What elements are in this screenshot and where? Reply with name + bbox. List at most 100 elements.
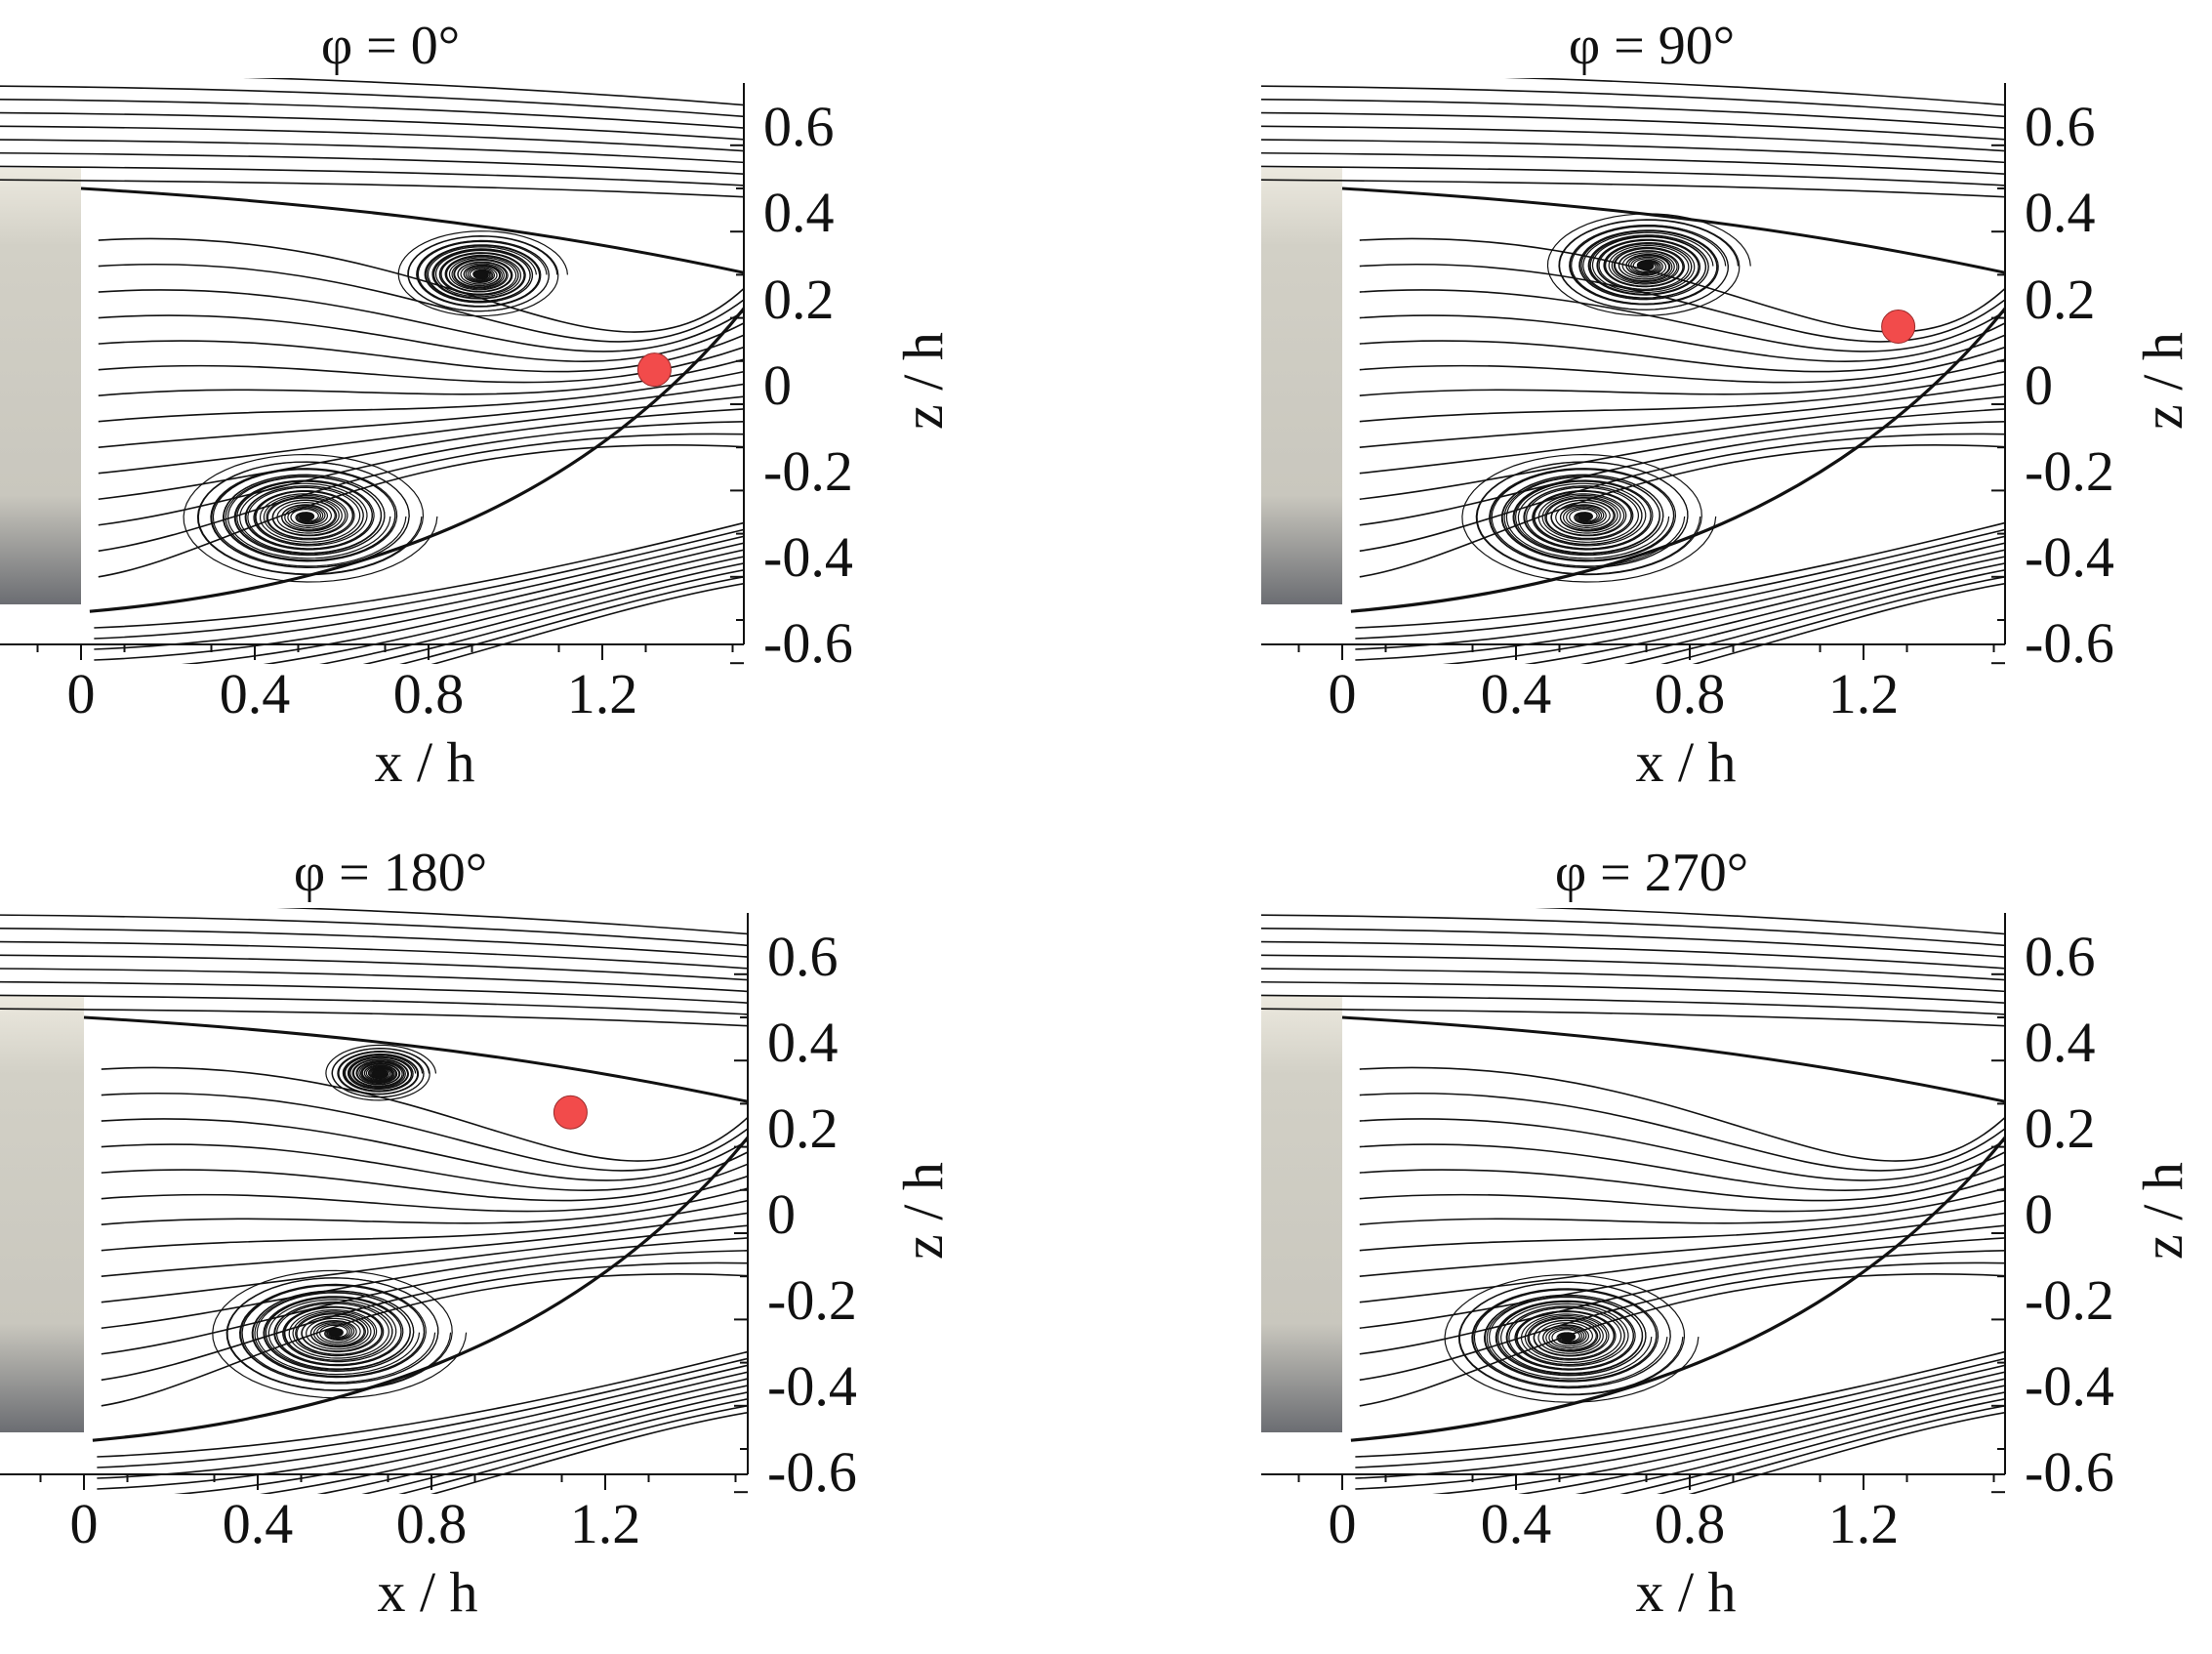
streamline (98, 395, 744, 475)
streamline (398, 575, 744, 664)
x-tick-label: 0.4 (223, 1492, 294, 1555)
panel-title: φ = 90° (1569, 16, 1735, 76)
vortex-core (1638, 261, 1655, 271)
streamline (1501, 78, 2005, 106)
streamline (97, 1364, 748, 1479)
streamline (1355, 535, 2005, 650)
streamline (101, 1163, 748, 1202)
obstacle-block (0, 168, 81, 604)
streamline (1341, 186, 2005, 274)
streamline (97, 1371, 748, 1490)
streamline (101, 1175, 748, 1213)
streamline (1518, 1385, 2005, 1494)
vortex-core (371, 1068, 388, 1079)
streamline (1359, 237, 2005, 333)
vortex-streamline (427, 246, 537, 303)
vortex-streamline (212, 469, 407, 567)
streamline (1261, 165, 2005, 186)
streamline (430, 1411, 748, 1494)
streamline (1355, 1364, 2005, 1479)
x-axis: 0 0.4 0.8 1.2 x / h (1261, 1473, 2005, 1624)
z-axis-label: z / h (2131, 332, 2194, 430)
vortex-streamline (1558, 219, 1740, 310)
streamline (1359, 395, 2005, 475)
streamline (97, 1357, 748, 1468)
streamline (1359, 408, 2005, 501)
streamline (1359, 314, 2005, 362)
streamline (316, 1391, 748, 1494)
streamline (98, 421, 744, 526)
streamline (1261, 151, 2005, 175)
streamline (0, 914, 748, 947)
streamline (1692, 582, 2005, 664)
streamline (1261, 954, 2005, 981)
panel-phi-0: φ = 0° 0 0.4 0.8 1.2 x / h 0.6 0.4 0.2 0… (0, 16, 955, 794)
streamline (101, 1224, 748, 1303)
x-axis: 0 0.4 0.8 1.2 x / h (1261, 643, 2005, 794)
x-tick-label: 0 (1329, 1492, 1357, 1555)
z-tick-label: 0.2 (2025, 1096, 2096, 1160)
z-tick-label: -0.2 (767, 1268, 857, 1332)
x-tick-label: 1.2 (567, 662, 638, 725)
vortex-streamline (1491, 469, 1686, 567)
streamline (1575, 1391, 2005, 1494)
z-tick-label: 0.6 (2025, 925, 2096, 988)
streamline (101, 1187, 748, 1225)
vortex-streamline (407, 235, 558, 312)
streamline (0, 111, 744, 141)
streamline (101, 1118, 748, 1181)
z-tick-label: 0.4 (2025, 181, 2096, 244)
x-axis-label: x / h (377, 1560, 477, 1624)
obstacle-block (1261, 168, 1342, 604)
z-tick-label: -0.6 (2025, 1440, 2114, 1504)
x-tick-label: 0 (67, 662, 96, 725)
x-axis-label: x / h (374, 730, 474, 794)
z-axis: 0.6 0.4 0.2 0 -0.2 -0.4 -0.6 z / h (730, 83, 955, 675)
streamline (98, 443, 744, 578)
vortex-streamline (1458, 1281, 1684, 1395)
streamline (1359, 1092, 2005, 1172)
z-tick-label: -0.6 (2025, 611, 2114, 675)
streamlines (1261, 78, 2005, 664)
streamline (0, 85, 744, 118)
streamline (0, 125, 744, 152)
streamlines (0, 78, 744, 664)
vortex-streamline (256, 1292, 421, 1376)
streamline (1355, 1350, 2005, 1458)
streamline (1261, 928, 2005, 958)
streamline (1261, 99, 2005, 129)
vortex-streamline (226, 1277, 452, 1391)
streamline (0, 151, 744, 175)
panel-phi-90: φ = 90° 0 0.4 0.8 1.2 x / h 0.6 0.4 0.2 … (1261, 16, 2194, 794)
vortex-streamline (1505, 476, 1670, 559)
streamline (101, 1092, 748, 1172)
streamline (1261, 940, 2005, 970)
z-axis-label: z / h (2131, 1162, 2194, 1260)
obstacle-block (0, 996, 84, 1432)
streamline (1355, 528, 2005, 640)
vortex-core (1577, 512, 1593, 521)
streamline (1261, 85, 2005, 118)
obstacle-block (1261, 996, 1342, 1432)
streamline (1657, 1404, 2005, 1494)
z-tick-label: 0 (763, 353, 792, 417)
x-tick-label: 0.8 (1655, 1492, 1726, 1555)
streamline (94, 528, 744, 640)
streamline (94, 542, 744, 661)
streamline (80, 186, 744, 274)
streamline (1359, 1187, 2005, 1225)
streamline (0, 994, 748, 1015)
x-tick-label: 0.4 (1481, 662, 1552, 725)
streamline (0, 980, 748, 1004)
z-tick-label: -0.4 (2025, 1354, 2114, 1418)
x-tick-label: 1.2 (1828, 1492, 1900, 1555)
streamline (1432, 1378, 2005, 1494)
z-tick-label: -0.6 (763, 611, 853, 675)
streamline (0, 940, 748, 970)
z-axis-label: z / h (891, 332, 955, 430)
x-tick-label: 0 (1329, 662, 1357, 725)
vortex-streamline (197, 461, 423, 575)
streamline (94, 521, 744, 629)
z-tick-label: -0.2 (2025, 439, 2114, 503)
